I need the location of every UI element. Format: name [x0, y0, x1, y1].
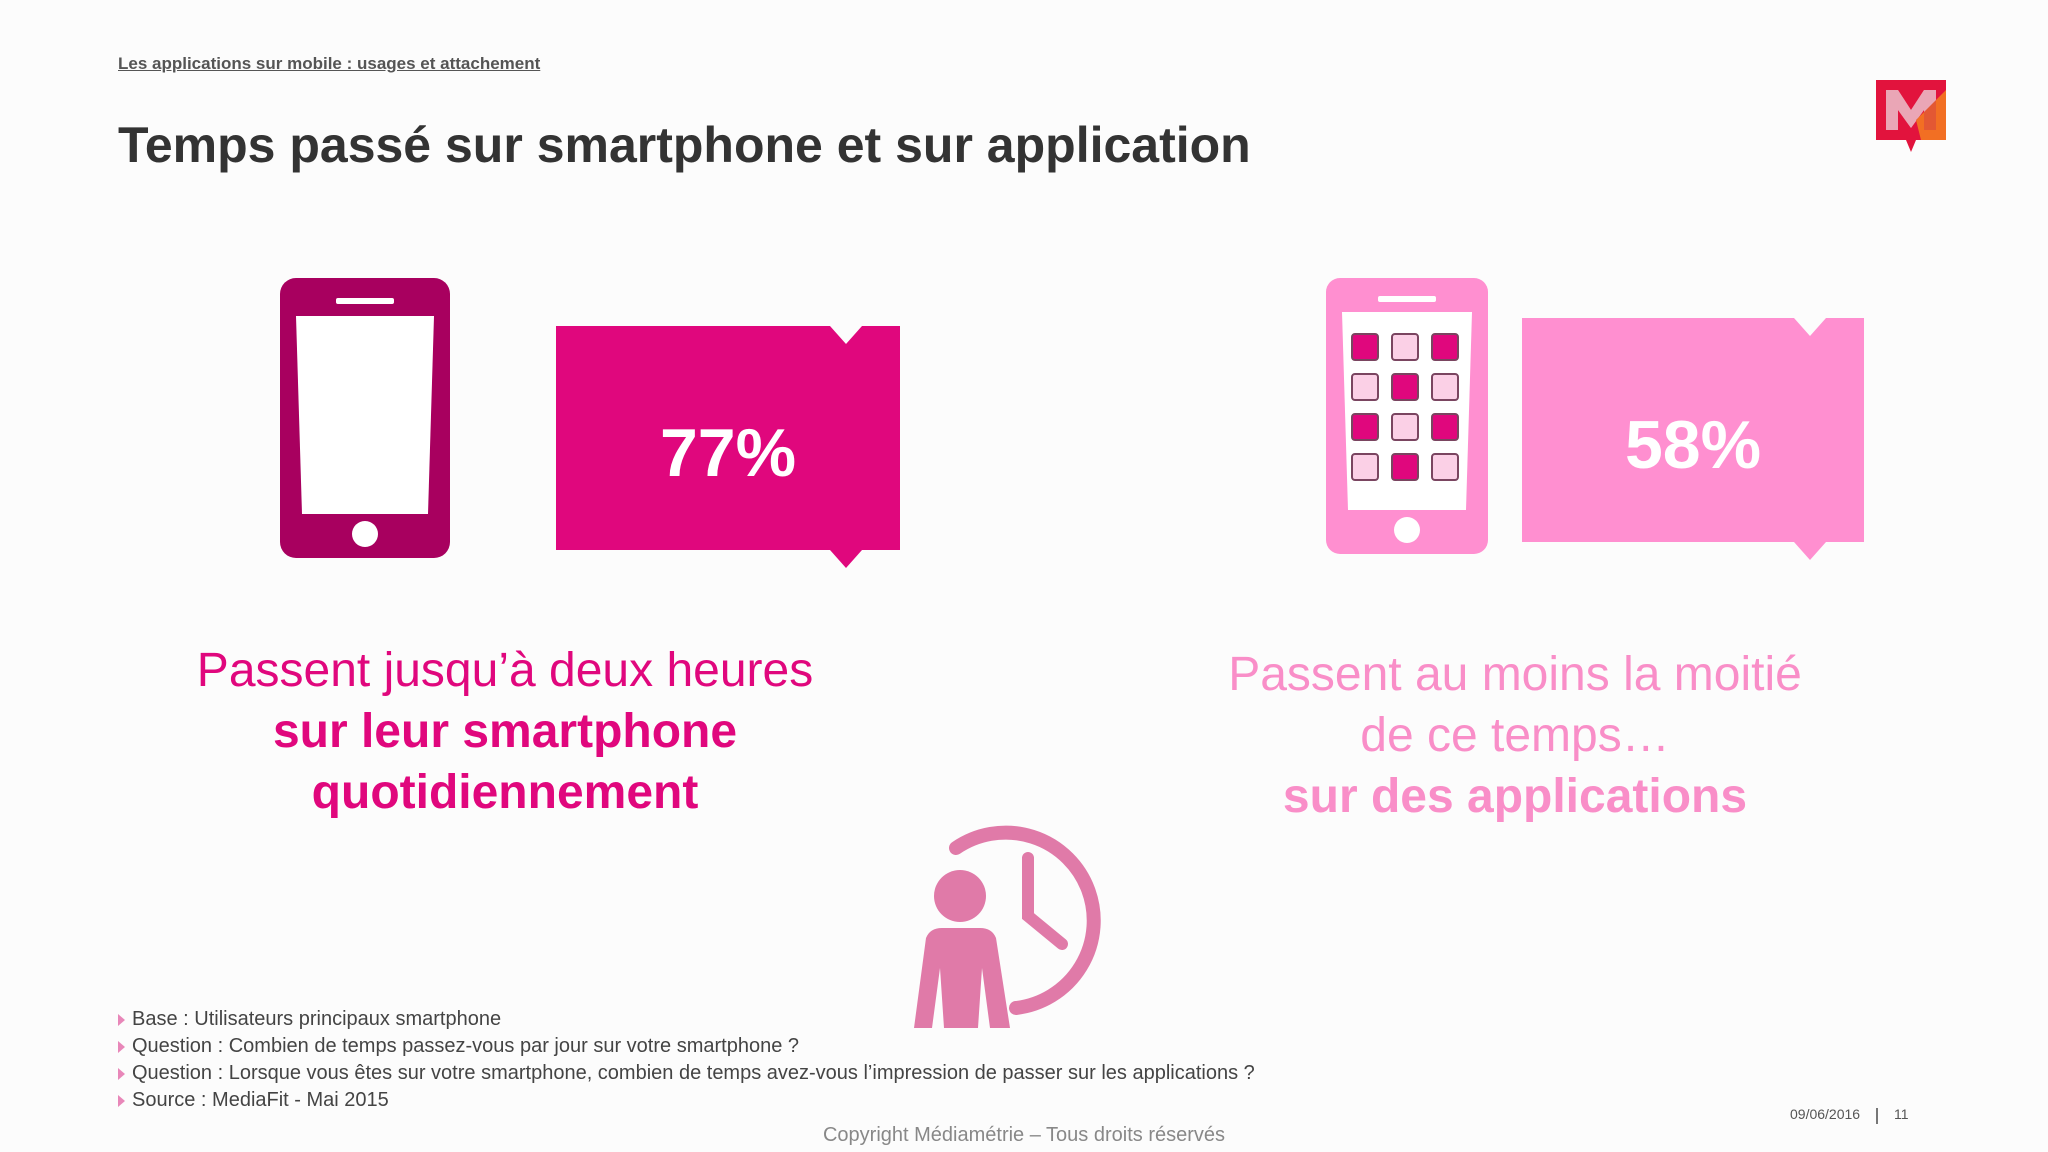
footnote-text: Question : Lorsque vous êtes sur votre s… [132, 1062, 1255, 1084]
caption-bold-line: sur leur smartphone [272, 705, 738, 758]
footnote-text: Source : MediaFit - Mai 2015 [132, 1089, 389, 1111]
caption-bold-line: quotidiennement [311, 766, 699, 819]
smartphone-icon [280, 278, 450, 558]
footnote-text: Question : Combien de temps passez-vous … [132, 1035, 799, 1057]
caption-line: de ce temps… [1360, 709, 1670, 762]
footnote-text: Base : Utilisateurs principaux smartphon… [132, 1008, 502, 1030]
caption-line: Passent jusqu’à deux heures [196, 644, 814, 697]
callout-shape [1522, 318, 1864, 560]
caption-smartphone: Passent jusqu’à deux heures sur leur sma… [150, 640, 860, 823]
smartphone-apps-icon [1326, 278, 1488, 554]
person-clock-icon [914, 825, 1101, 1028]
footer-date: 09/06/2016 [1790, 1106, 1861, 1122]
page-number: 11 [1894, 1106, 1909, 1122]
footnote-item: Question : Combien de temps passez-vous … [118, 1033, 1255, 1060]
footnote-item: Question : Lorsque vous êtes sur votre s… [118, 1060, 1255, 1087]
slide-title: Temps passé sur smartphone et sur applic… [118, 117, 1251, 173]
copyright-notice: Copyright Médiamétrie – Tous droits rése… [822, 1124, 1226, 1146]
bullet-triangle-icon [118, 1013, 125, 1026]
caption-line: Passent au moins la moitié [1228, 648, 1802, 701]
footnote-item: Source : MediaFit - Mai 2015 [118, 1087, 1255, 1114]
footnotes: Base : Utilisateurs principaux smartphon… [118, 1006, 1255, 1114]
mediametrie-logo [1876, 80, 1946, 152]
stat-value-applications: 58% [1624, 407, 1762, 483]
section-breadcrumb-link[interactable]: Les applications sur mobile : usages et … [118, 54, 541, 73]
footnote-item: Base : Utilisateurs principaux smartphon… [118, 1006, 1255, 1033]
footer-separator [1876, 1108, 1878, 1124]
caption-applications: Passent au moins la moitié de ce temps… … [1160, 644, 1870, 827]
stat-callout-smartphone: 77% [556, 326, 900, 570]
bullet-triangle-icon [118, 1067, 125, 1080]
callout-shape [556, 326, 900, 568]
caption-bold-line: sur des applications [1282, 770, 1748, 823]
bullet-triangle-icon [118, 1040, 125, 1053]
bullet-triangle-icon [118, 1094, 125, 1107]
stat-value-smartphone: 77% [659, 415, 797, 491]
stat-callout-applications: 58% [1522, 318, 1864, 562]
